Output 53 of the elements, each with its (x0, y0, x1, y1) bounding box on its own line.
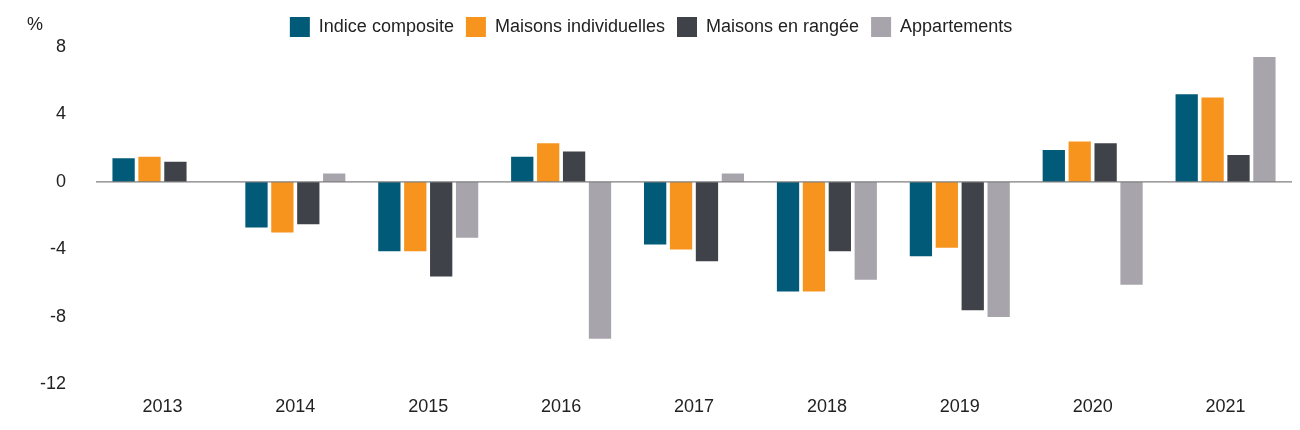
y-tick-label: 4 (56, 103, 67, 124)
y-axis-title: % (26, 13, 44, 34)
bar (802, 181, 826, 292)
bar (112, 158, 135, 182)
y-tick-label: 0 (56, 170, 67, 191)
y-tick-label: -8 (50, 305, 67, 326)
bar (776, 181, 800, 292)
bar (164, 161, 187, 182)
bar (297, 181, 320, 225)
legend-label: Maisons individuelles (494, 15, 666, 36)
bar (1068, 141, 1091, 182)
bar (1227, 154, 1250, 182)
bar (138, 156, 161, 182)
bar (562, 151, 586, 182)
x-tick-label: 2015 (408, 396, 449, 417)
x-tick-label: 2014 (275, 396, 316, 417)
x-tick-label: 2019 (939, 396, 980, 417)
y-tick-label: -12 (40, 373, 67, 394)
bar (669, 181, 693, 250)
bar (987, 181, 1010, 317)
y-tick-label: -4 (50, 238, 67, 259)
x-tick-label: 2016 (541, 396, 582, 417)
bar (455, 181, 479, 238)
bar (378, 181, 401, 252)
bar (1042, 149, 1065, 182)
bar (909, 181, 933, 257)
bar (644, 181, 667, 245)
bar (935, 181, 958, 248)
bar (511, 156, 534, 182)
x-tick-label: 2018 (806, 396, 847, 417)
bar (1094, 143, 1117, 182)
bar (1175, 94, 1198, 182)
x-tick-label: 2013 (142, 396, 183, 417)
bar (828, 181, 851, 252)
bar (1201, 97, 1224, 182)
bar (537, 143, 560, 182)
legend-label: Indice composite (318, 15, 454, 36)
bar (588, 181, 612, 339)
legend-label: Appartements (900, 15, 1013, 36)
bar (404, 181, 427, 252)
x-tick-label: 2021 (1205, 396, 1246, 417)
x-tick-label: 2017 (673, 396, 715, 417)
bar (695, 181, 719, 262)
legend-label: Maisons en rangée (706, 15, 860, 36)
bar (854, 181, 877, 280)
bar (1253, 57, 1276, 182)
bar (961, 181, 984, 311)
bar (245, 181, 268, 228)
bar (1120, 181, 1143, 285)
bar (430, 181, 453, 277)
x-tick-label: 2020 (1072, 396, 1113, 417)
y-tick-label: 8 (56, 35, 67, 56)
bar (271, 181, 294, 233)
